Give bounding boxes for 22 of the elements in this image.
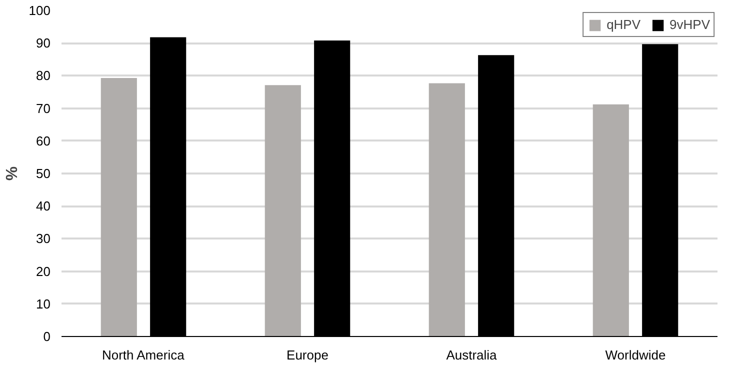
- x-tick-label: North America: [102, 348, 186, 362]
- legend-label: qHPV: [606, 17, 641, 32]
- bar: [264, 85, 301, 336]
- y-tick-label: 30: [36, 231, 51, 246]
- y-tick-label: 60: [36, 133, 51, 148]
- y-axis-title: %: [4, 166, 21, 181]
- y-tick-label: 70: [36, 100, 51, 116]
- y-tick-label: 40: [36, 198, 51, 214]
- y-tick-label: 50: [36, 166, 51, 181]
- x-tick-label: Worldwide: [605, 348, 666, 362]
- bar: [100, 78, 137, 336]
- bar: [428, 83, 465, 336]
- y-tick-label: 10: [36, 296, 51, 312]
- y-tick-label: 0: [43, 329, 51, 344]
- y-tick-label: 20: [36, 264, 51, 279]
- x-tick-label: Europe: [286, 348, 328, 362]
- y-tick-label: 80: [36, 68, 51, 84]
- legend-label: 9vHPV: [670, 17, 710, 32]
- y-tick-label: 100: [28, 3, 51, 18]
- y-tick-label: 90: [36, 36, 51, 51]
- bar: [592, 104, 629, 336]
- x-tick-label: Australia: [446, 348, 498, 362]
